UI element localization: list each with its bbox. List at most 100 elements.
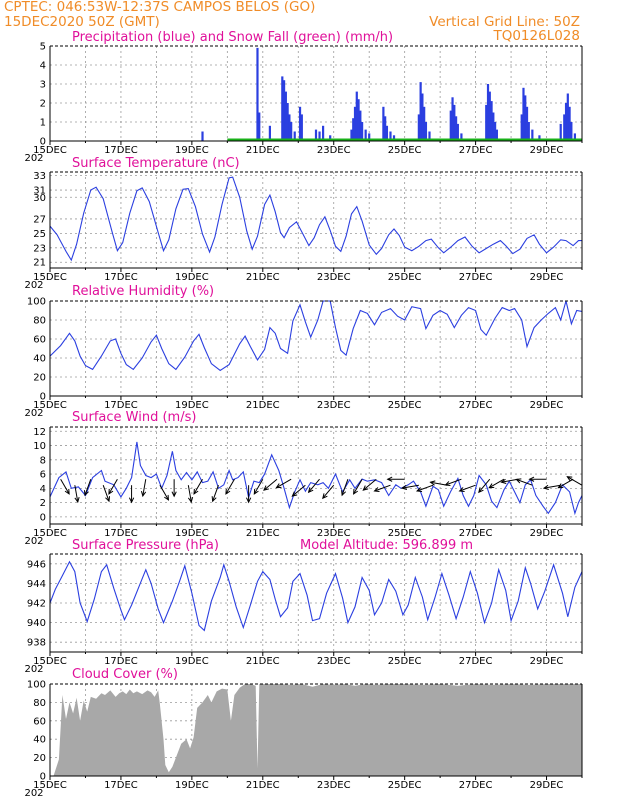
precip-bar	[357, 99, 360, 141]
x-tick-label: 21DEC	[246, 400, 280, 411]
precip-bar	[290, 122, 293, 141]
wind-arrow-head	[322, 493, 328, 500]
x-tick-label: 23DEC	[317, 528, 351, 539]
wind-arrow	[60, 478, 70, 495]
wind-arrow-head	[415, 487, 423, 493]
wind-arrow-head	[211, 496, 217, 503]
wind-arrow	[140, 479, 147, 498]
x-tick-label: 19DEC	[175, 528, 209, 539]
precip-bar	[492, 112, 495, 141]
precip-bar	[201, 131, 204, 141]
y-tick-label: 27	[33, 214, 46, 225]
x-tick-label: 19DEC	[175, 272, 209, 283]
wind-arrow-shaft	[253, 478, 264, 495]
wind-arrow-head	[291, 491, 298, 497]
precip-bar	[559, 123, 562, 141]
wind-arrow-head	[140, 491, 147, 498]
wind-arrow-head	[105, 496, 111, 503]
x-tick-label: 25DEC	[388, 528, 422, 539]
precip-bar	[531, 129, 534, 141]
x-year-label: 202	[24, 408, 43, 419]
wind-arrow-head	[362, 485, 369, 491]
wind-arrow-shaft	[212, 485, 219, 502]
x-tick-label: 15DEC	[33, 400, 67, 411]
wind-arrow-shaft	[225, 478, 235, 495]
precip-bar	[419, 82, 422, 141]
x-tick-label: 17DEC	[104, 780, 138, 791]
wind-arrow	[566, 476, 583, 486]
x-tick-label: 17DEC	[104, 272, 138, 283]
y-tick-label: 938	[27, 638, 46, 649]
wind-arrow	[322, 484, 335, 500]
frame	[49, 554, 583, 653]
x-tick-label: 15DEC	[33, 272, 67, 283]
panel-4: 0 2 4 6 8 10 12 Surface Wind (m/s) 15DEC 17DEC 19D…	[24, 410, 583, 547]
precip-bar	[384, 116, 387, 141]
x-tick-label: 29DEC	[530, 272, 564, 283]
wind-arrow-head	[557, 483, 564, 489]
wind-arrow-head	[341, 490, 347, 497]
y-tick-label: 100	[27, 680, 46, 691]
x-tick-label: 25DEC	[388, 780, 422, 791]
wind-arrow-shaft	[308, 478, 320, 493]
wind-arrow-head	[542, 484, 549, 490]
precip-bar	[564, 103, 568, 141]
x-tick-label: 17DEC	[104, 528, 138, 539]
precip-bar	[428, 131, 431, 141]
x-tick-label: 25DEC	[388, 656, 422, 667]
y-tick-label: 80	[33, 316, 46, 327]
x-tick-label: 25DEC	[388, 145, 422, 156]
wind-arrow-shaft	[102, 485, 110, 502]
precip-bar	[300, 114, 303, 141]
y-tick-label: 100	[27, 297, 46, 308]
cloud-cover-area	[50, 684, 582, 776]
precip-bar	[314, 129, 318, 141]
header-grid-note: Vertical Grid Line: 50Z	[429, 14, 580, 30]
x-tick-label: 27DEC	[459, 780, 493, 791]
precip-bar	[355, 91, 358, 141]
panel-title: Relative Humidity (%)	[72, 284, 214, 299]
precip-bar	[288, 114, 291, 141]
x-tick-label: 29DEC	[530, 145, 564, 156]
precip-bar	[563, 114, 566, 141]
x-tick-label: 21DEC	[246, 656, 280, 667]
precip-bar	[453, 104, 456, 141]
wind-arrow-shaft	[558, 478, 574, 489]
wind-arrow-shaft	[402, 484, 419, 489]
y-tick-label: 2	[40, 498, 46, 509]
y-tick-label: 20	[33, 753, 46, 764]
wind-arrow	[187, 485, 194, 504]
wind-arrow-head	[500, 478, 507, 484]
precip-bar	[268, 125, 271, 141]
x-tick-label: 15DEC	[33, 145, 67, 156]
wind-arrow	[500, 478, 519, 484]
x-tick-label: 23DEC	[317, 272, 351, 283]
x-year-label: 202	[24, 153, 43, 164]
y-tick-label: 0	[40, 392, 46, 403]
wind-arrow-shaft	[416, 484, 434, 492]
wind-arrow-shaft	[567, 476, 583, 486]
precip-bar	[490, 101, 493, 141]
y-tick-label: 942	[27, 599, 46, 610]
y-tick-label: 5	[40, 42, 46, 53]
wind-arrow-head	[263, 485, 269, 491]
wind-arrow	[171, 479, 177, 498]
precip-bar	[488, 91, 491, 141]
panel-title: Cloud Cover (%)	[72, 667, 178, 682]
x-year-label: 202	[24, 280, 43, 291]
wind-arrow-head	[64, 488, 70, 495]
wind-arrow	[245, 485, 252, 504]
precip-bar	[525, 106, 529, 141]
y-tick-label: 946	[27, 559, 46, 570]
y-tick-label: 1	[40, 118, 46, 129]
precip-bar	[329, 135, 332, 141]
wind-arrow	[557, 478, 574, 489]
wind-arrow	[458, 484, 476, 493]
y-tick-label: 20	[33, 373, 46, 384]
y-tick-label: 6	[40, 470, 46, 481]
wind-arrow-shaft	[362, 478, 377, 491]
wind-arrow	[83, 479, 92, 497]
precip-bar	[318, 131, 321, 141]
x-tick-label: 15DEC	[33, 656, 67, 667]
